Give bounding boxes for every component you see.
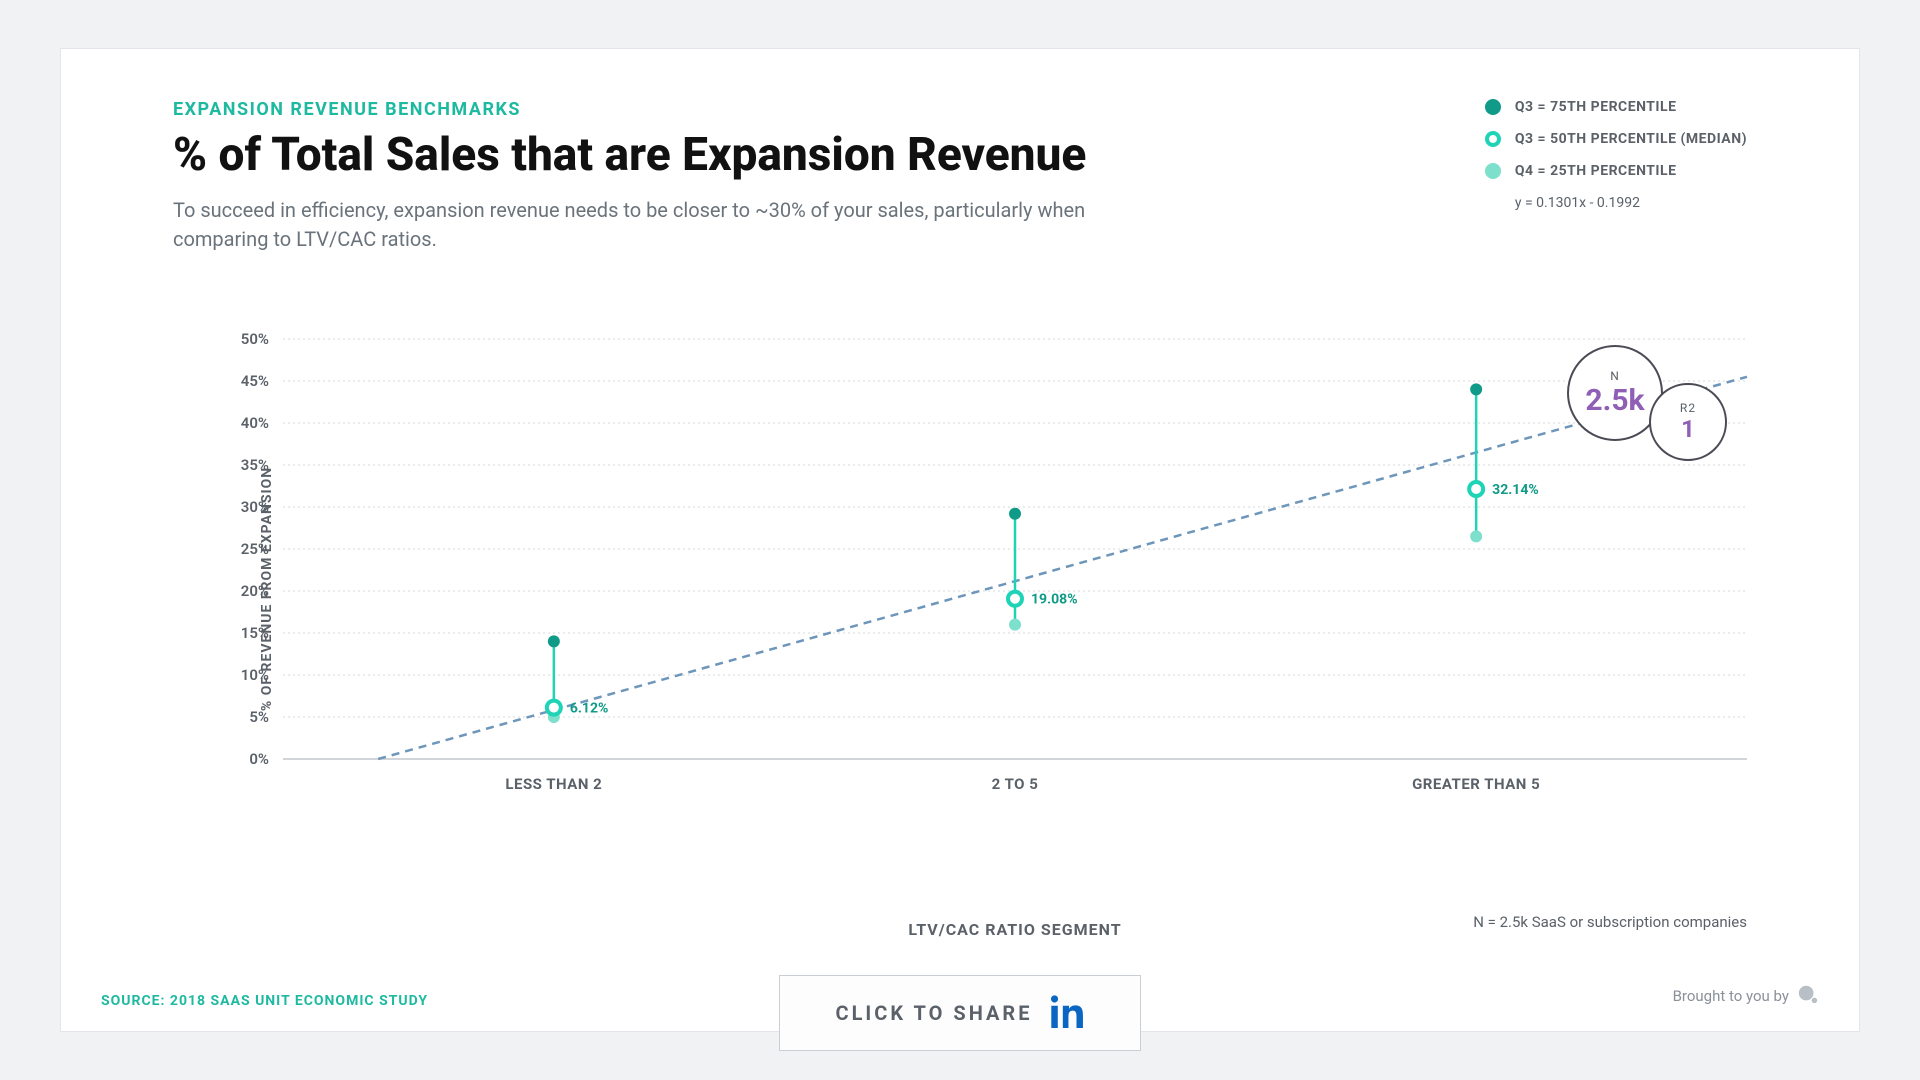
trend-equation: y = 0.1301x - 0.1992 [1515, 195, 1747, 211]
svg-text:0%: 0% [249, 750, 269, 768]
x-category-label: 2 TO 5 [992, 775, 1039, 793]
legend-item-q3-75: Q3 = 75TH PERCENTILE [1485, 99, 1747, 115]
badge-label: N [1610, 369, 1620, 383]
svg-text:25%: 25% [241, 540, 269, 558]
linkedin-icon [1051, 994, 1085, 1032]
svg-text:32.14%: 32.14% [1492, 482, 1539, 498]
badge-r2: R21 [1649, 383, 1727, 461]
legend-label: Q3 = 50TH PERCENTILE (MEDIAN) [1515, 131, 1747, 147]
x-axis-title: LTV/CAC RATIO SEGMENT [908, 920, 1121, 939]
footnote-text: N = 2.5k SaaS or subscription companies [1473, 913, 1747, 931]
svg-text:6.12%: 6.12% [570, 701, 609, 717]
chart-card: EXPANSION REVENUE BENCHMARKS % of Total … [60, 48, 1860, 1032]
legend-marker-icon [1485, 131, 1501, 147]
footer-brought-label: Brought to you by [1673, 987, 1789, 1005]
badge-value: 2.5k [1585, 383, 1644, 418]
x-category-label: GREATER THAN 5 [1412, 775, 1540, 793]
legend-item-median: Q3 = 50TH PERCENTILE (MEDIAN) [1485, 131, 1747, 147]
logo-icon [1797, 983, 1819, 1009]
svg-text:30%: 30% [241, 498, 269, 516]
plot-region: 0%5%10%15%20%25%30%35%40%45%50%6.12%19.0… [283, 339, 1747, 759]
footer-attribution: Brought to you by [1673, 983, 1819, 1009]
share-button[interactable]: CLICK TO SHARE [779, 975, 1141, 1051]
legend-marker-icon [1485, 99, 1501, 115]
share-label: CLICK TO SHARE [836, 1001, 1033, 1025]
svg-text:15%: 15% [241, 624, 269, 642]
footer-source: SOURCE: 2018 SAAS UNIT ECONOMIC STUDY [101, 993, 428, 1009]
legend-marker-icon [1485, 163, 1501, 179]
svg-text:19.08%: 19.08% [1031, 592, 1078, 608]
svg-text:10%: 10% [241, 666, 269, 684]
legend: Q3 = 75TH PERCENTILE Q3 = 50TH PERCENTIL… [1485, 99, 1747, 211]
svg-text:20%: 20% [241, 582, 269, 600]
svg-text:40%: 40% [241, 414, 269, 432]
svg-text:35%: 35% [241, 456, 269, 474]
svg-text:50%: 50% [241, 330, 269, 348]
chart-area: % OF REVENUE FROM EXPANSION 0%5%10%15%20… [173, 339, 1747, 839]
badge-label: R2 [1680, 401, 1696, 415]
svg-text:45%: 45% [241, 372, 269, 390]
legend-label: Q4 = 25TH PERCENTILE [1515, 163, 1677, 179]
legend-item-q4-25: Q4 = 25TH PERCENTILE [1485, 163, 1747, 179]
chart-subtitle: To succeed in efficiency, expansion reve… [173, 196, 1173, 254]
legend-label: Q3 = 75TH PERCENTILE [1515, 99, 1677, 115]
x-category-label: LESS THAN 2 [505, 775, 602, 793]
svg-text:5%: 5% [249, 708, 269, 726]
badge-value: 1 [1681, 415, 1695, 443]
